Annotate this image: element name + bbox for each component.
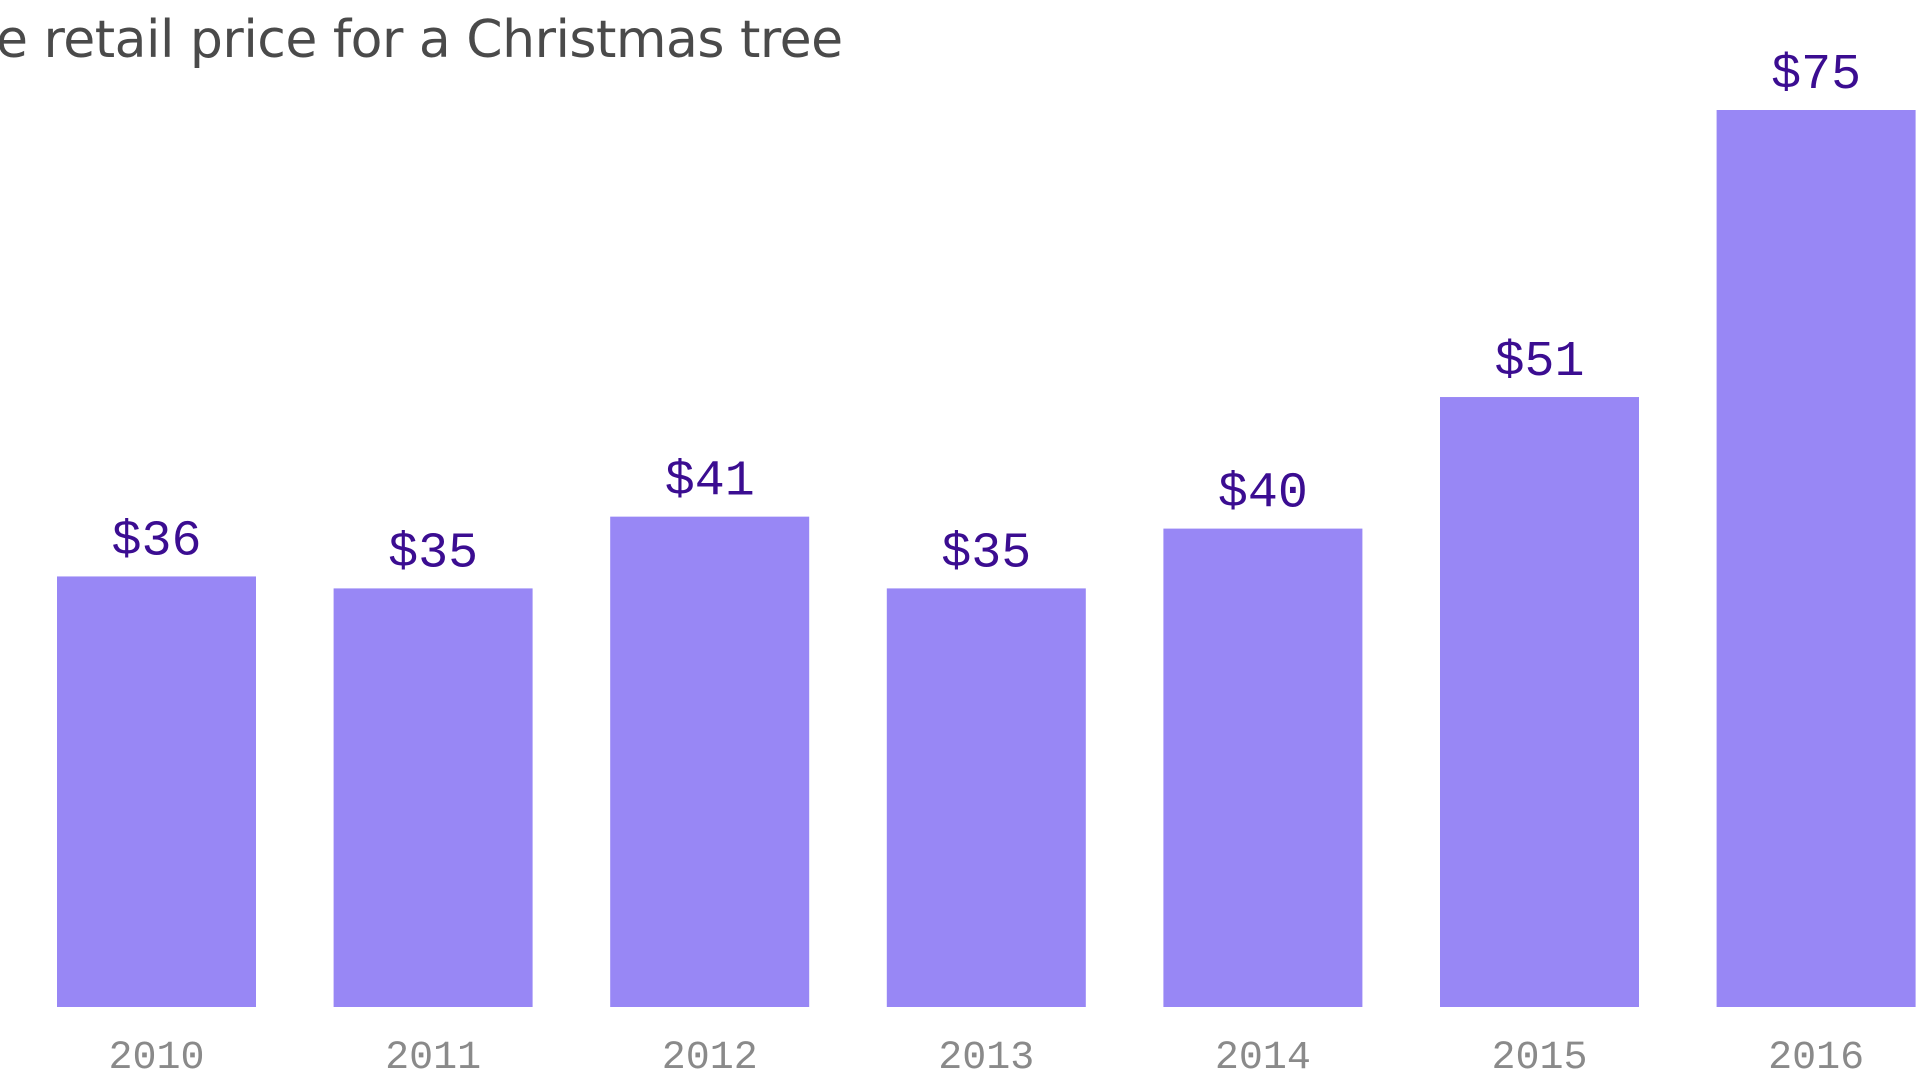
bar-2015 (1440, 397, 1639, 1007)
chart-title: e retail price for a Christmas tree (0, 10, 843, 70)
data-label: $35 (388, 525, 478, 582)
bar-2013 (886, 588, 1086, 1007)
x-tick-label: 2014 (1215, 1036, 1311, 1080)
bar-2012 (610, 516, 810, 1007)
data-label: $40 (1218, 466, 1308, 523)
bar-2016 (1716, 110, 1916, 1007)
x-tick-label: 2010 (108, 1036, 204, 1080)
x-tick-label: 2015 (1491, 1036, 1587, 1080)
bar-2010 (57, 576, 256, 1007)
x-tick-label: 2013 (938, 1036, 1034, 1080)
x-tick-label: 2011 (385, 1036, 481, 1080)
bar-2011 (333, 588, 533, 1007)
data-label: $41 (665, 454, 755, 511)
bar-2014 (1163, 528, 1363, 1007)
data-label: $35 (941, 525, 1031, 582)
data-label: $51 (1494, 334, 1584, 391)
data-label: $36 (111, 513, 201, 570)
x-tick-label: 2012 (662, 1036, 758, 1080)
x-tick-label: 2016 (1768, 1036, 1864, 1080)
data-label: $75 (1771, 47, 1861, 104)
